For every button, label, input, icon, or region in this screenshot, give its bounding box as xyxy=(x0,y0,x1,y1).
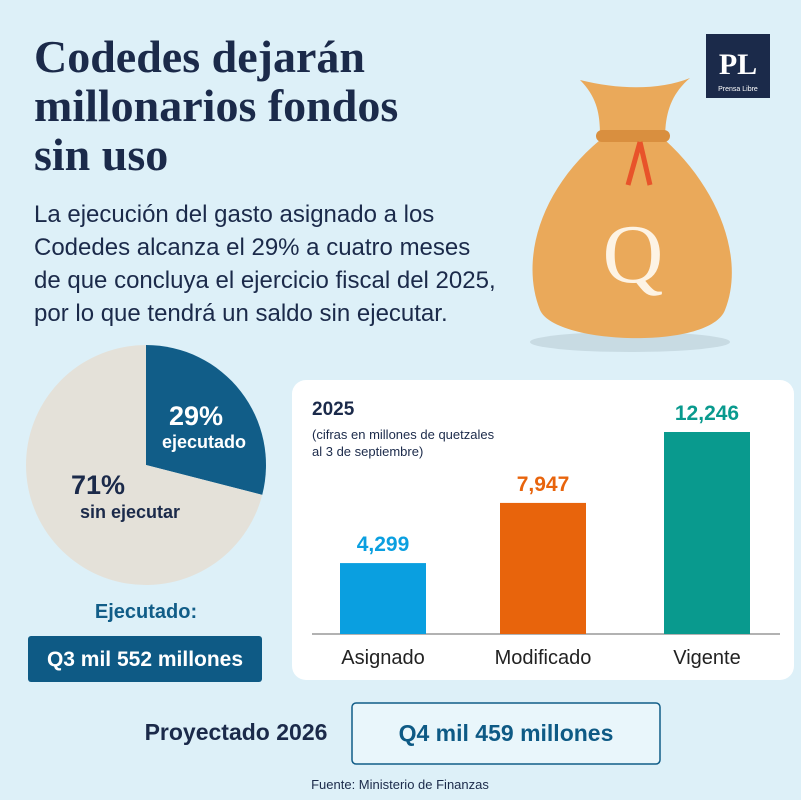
bar-value-label: 7,947 xyxy=(517,473,570,496)
description-line: Codedes alcanza el 29% a cuatro meses xyxy=(34,234,470,261)
bar-chart-subtitle: (cifras en millones de quetzales xyxy=(312,427,495,442)
pie-slice xyxy=(146,345,267,495)
bar xyxy=(500,502,586,634)
logo-box xyxy=(706,34,770,98)
pie-category-label: sin ejecutar xyxy=(80,502,180,522)
bar xyxy=(340,563,426,634)
logo-name: Prensa Libre xyxy=(718,86,758,93)
executed-amount: Q3 mil 552 millones xyxy=(47,648,243,671)
description-line: de que concluya el ejercicio fiscal del … xyxy=(34,267,496,294)
bar-chart-title: 2025 xyxy=(312,399,355,420)
pie-category-label: ejecutado xyxy=(162,432,246,452)
money-bag: Q xyxy=(530,78,732,352)
projected-box xyxy=(351,702,661,765)
source: Fuente: Ministerio de Finanzas xyxy=(311,777,489,792)
title-line: Codedes dejarán xyxy=(34,31,365,82)
x-tick-label: Modificado xyxy=(495,647,592,669)
bag-ribbon xyxy=(625,141,653,186)
bag-shadow xyxy=(530,332,730,352)
title-line: sin uso xyxy=(34,129,168,180)
logo: PL Prensa Libre xyxy=(706,34,770,98)
description-line: La ejecución del gasto asignado a los xyxy=(34,201,434,228)
bar-value-label: 4,299 xyxy=(357,533,410,556)
bag-tie xyxy=(596,130,670,142)
bag-label: Q xyxy=(603,208,664,301)
projected-amount: Q4 mil 459 millones xyxy=(399,720,614,746)
x-tick-label: Asignado xyxy=(341,647,424,669)
pie-value-label: 71% xyxy=(71,470,125,500)
bar xyxy=(664,432,750,634)
bag-neck xyxy=(580,78,690,140)
executed-label: Ejecutado: xyxy=(95,601,197,623)
pie-slice xyxy=(26,345,263,586)
x-tick-label: Vigente xyxy=(673,647,740,669)
logo-mark: PL xyxy=(719,48,757,81)
bag-body xyxy=(532,140,732,339)
executed-box xyxy=(28,636,262,682)
title-line: millonarios fondos xyxy=(34,80,398,131)
pie-value-label: 29% xyxy=(169,401,223,431)
bar-value-label: 12,246 xyxy=(675,402,739,425)
bar-chart-subtitle: al 3 de septiembre) xyxy=(312,444,423,459)
projected-label: Proyectado 2026 xyxy=(145,719,328,745)
description-line: por lo que tendrá un saldo sin ejecutar. xyxy=(34,300,448,327)
